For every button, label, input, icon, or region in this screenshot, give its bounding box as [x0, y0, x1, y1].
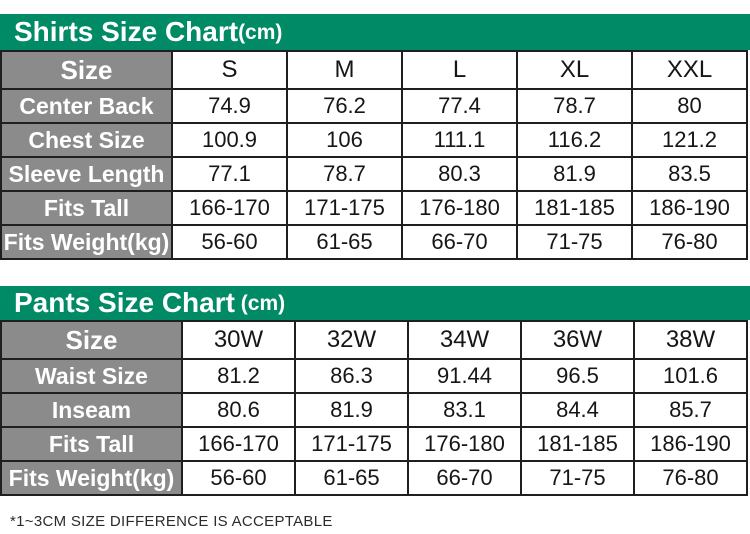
column-header-cell: XL — [516, 50, 633, 90]
pants-table: Size 30W 32W 34W 36W 38W Waist Size 81.2… — [0, 320, 748, 496]
pants-size-chart: Pants Size Chart (cm) Size 30W 32W 34W 3… — [0, 286, 750, 496]
pants-title: Pants Size Chart — [14, 287, 235, 318]
pants-title-bar: Pants Size Chart (cm) — [0, 286, 750, 320]
value-cell: 116.2 — [516, 122, 633, 158]
value-cell: 101.6 — [633, 358, 748, 394]
row-label: Sleeve Length — [0, 156, 173, 192]
value-cell: 166-170 — [181, 426, 296, 462]
shirts-title: Shirts Size Chart — [14, 16, 239, 47]
column-header-cell: S — [171, 50, 288, 90]
table-row: Sleeve Length 77.1 78.7 80.3 81.9 83.5 — [0, 156, 748, 192]
column-header-cell: 34W — [407, 320, 522, 360]
row-label: Waist Size — [0, 358, 183, 394]
value-cell: 78.7 — [286, 156, 403, 192]
row-label: Center Back — [0, 88, 173, 124]
value-cell: 91.44 — [407, 358, 522, 394]
value-cell: 74.9 — [171, 88, 288, 124]
value-cell: 81.9 — [516, 156, 633, 192]
table-row: Fits Tall 166-170 171-175 176-180 181-18… — [0, 190, 748, 226]
table-row: Fits Weight(kg) 56-60 61-65 66-70 71-75 … — [0, 224, 748, 260]
column-header-cell: M — [286, 50, 403, 90]
pants-unit-label: (cm) — [234, 291, 286, 315]
row-label: Chest Size — [0, 122, 173, 158]
value-cell: 111.1 — [401, 122, 518, 158]
shirts-size-chart: Shirts Size Chart (cm) Size S M L XL XXL … — [0, 14, 750, 260]
value-cell: 77.4 — [401, 88, 518, 124]
value-cell: 76-80 — [631, 224, 748, 260]
row-label: Size — [0, 50, 173, 90]
shirts-header-row: Size S M L XL XXL — [0, 50, 748, 90]
value-cell: 71-75 — [520, 460, 635, 496]
value-cell: 166-170 — [171, 190, 288, 226]
row-label: Fits Tall — [0, 190, 173, 226]
value-cell: 81.9 — [294, 392, 409, 428]
table-row: Fits Tall 166-170 171-175 176-180 181-18… — [0, 426, 748, 462]
value-cell: 181-185 — [516, 190, 633, 226]
value-cell: 176-180 — [407, 426, 522, 462]
value-cell: 85.7 — [633, 392, 748, 428]
value-cell: 181-185 — [520, 426, 635, 462]
value-cell: 80.3 — [401, 156, 518, 192]
value-cell: 77.1 — [171, 156, 288, 192]
value-cell: 121.2 — [631, 122, 748, 158]
pants-header-row: Size 30W 32W 34W 36W 38W — [0, 320, 748, 360]
table-row: Center Back 74.9 76.2 77.4 78.7 80 — [0, 88, 748, 124]
column-header-cell: 36W — [520, 320, 635, 360]
table-row: Fits Weight(kg) 56-60 61-65 66-70 71-75 … — [0, 460, 748, 496]
value-cell: 100.9 — [171, 122, 288, 158]
row-label: Fits Weight(kg) — [0, 460, 183, 496]
column-header-cell: 38W — [633, 320, 748, 360]
value-cell: 106 — [286, 122, 403, 158]
value-cell: 186-190 — [631, 190, 748, 226]
row-label: Fits Weight(kg) — [0, 224, 173, 260]
value-cell: 76-80 — [633, 460, 748, 496]
table-row: Waist Size 81.2 86.3 91.44 96.5 101.6 — [0, 358, 748, 394]
value-cell: 96.5 — [520, 358, 635, 394]
value-cell: 66-70 — [407, 460, 522, 496]
value-cell: 56-60 — [181, 460, 296, 496]
value-cell: 71-75 — [516, 224, 633, 260]
value-cell: 86.3 — [294, 358, 409, 394]
column-header-cell: 30W — [181, 320, 296, 360]
value-cell: 84.4 — [520, 392, 635, 428]
column-header-cell: 32W — [294, 320, 409, 360]
shirts-title-bar: Shirts Size Chart (cm) — [0, 14, 750, 50]
value-cell: 171-175 — [294, 426, 409, 462]
value-cell: 78.7 — [516, 88, 633, 124]
row-label: Size — [0, 320, 183, 360]
column-header-cell: XXL — [631, 50, 748, 90]
value-cell: 176-180 — [401, 190, 518, 226]
value-cell: 66-70 — [401, 224, 518, 260]
shirts-unit-label: (cm) — [238, 20, 283, 44]
value-cell: 171-175 — [286, 190, 403, 226]
value-cell: 81.2 — [181, 358, 296, 394]
footnote: *1~3CM SIZE DIFFERENCE IS ACCEPTABLE — [10, 513, 333, 530]
row-label: Inseam — [0, 392, 183, 428]
value-cell: 83.5 — [631, 156, 748, 192]
value-cell: 76.2 — [286, 88, 403, 124]
value-cell: 80.6 — [181, 392, 296, 428]
value-cell: 83.1 — [407, 392, 522, 428]
shirts-table: Size S M L XL XXL Center Back 74.9 76.2 … — [0, 50, 748, 260]
table-row: Chest Size 100.9 106 111.1 116.2 121.2 — [0, 122, 748, 158]
value-cell: 61-65 — [294, 460, 409, 496]
column-header-cell: L — [401, 50, 518, 90]
table-row: Inseam 80.6 81.9 83.1 84.4 85.7 — [0, 392, 748, 428]
value-cell: 80 — [631, 88, 748, 124]
row-label: Fits Tall — [0, 426, 183, 462]
value-cell: 186-190 — [633, 426, 748, 462]
value-cell: 56-60 — [171, 224, 288, 260]
value-cell: 61-65 — [286, 224, 403, 260]
